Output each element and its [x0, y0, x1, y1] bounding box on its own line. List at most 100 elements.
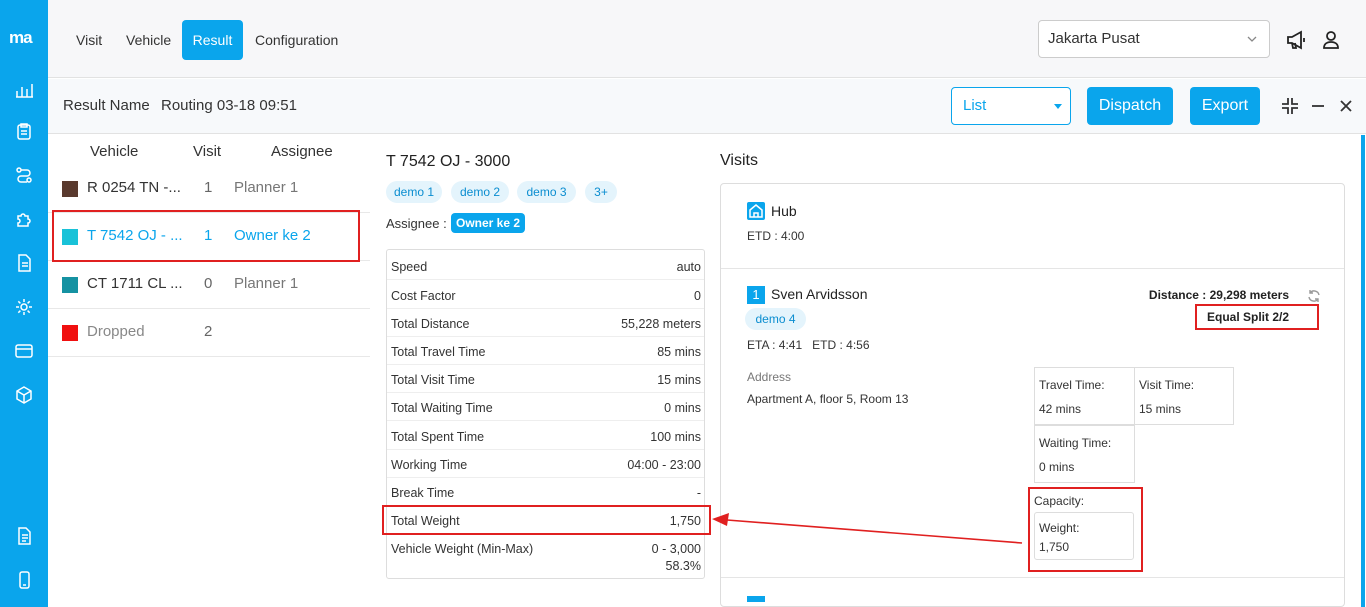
result-name-value: Routing 03-18 09:51 — [161, 97, 297, 114]
vehicle-visit-count: 1 — [204, 179, 213, 196]
stop-eta-etd: ETA : 4:41 ETD : 4:56 — [747, 338, 870, 352]
waiting-time-box: Waiting Time: 0 mins — [1034, 425, 1135, 483]
location-select[interactable]: Jakarta Pusat — [1038, 20, 1270, 58]
card-icon[interactable] — [14, 341, 34, 361]
app-logo[interactable]: ma — [9, 28, 33, 47]
vehicle-row-selected[interactable]: T 7542 OJ - ... 1 Owner ke 2 — [48, 213, 370, 261]
assignee-label: Assignee : — [386, 216, 447, 231]
hub-name: Hub — [771, 203, 797, 219]
stat-value: 100 mins — [650, 430, 701, 444]
clipboard-icon[interactable] — [14, 121, 34, 141]
stat-key: Vehicle Weight (Min-Max) — [391, 542, 534, 556]
stat-key: Cost Factor — [391, 289, 456, 303]
stat-row: Total Visit Time 15 mins — [387, 365, 704, 393]
stat-key: Working Time — [391, 458, 468, 472]
travel-time-value: 42 mins — [1039, 402, 1082, 416]
scrollbar[interactable] — [1361, 135, 1365, 607]
vehicle-assignee: Planner 1 — [234, 275, 299, 292]
stat-value: 1,750 — [669, 514, 701, 528]
stat-row: Total Spent Time 100 mins — [387, 422, 704, 450]
stat-value: auto — [676, 260, 701, 274]
stat-value: 0 - 3,000 — [651, 542, 701, 556]
vehicle-name: R 0254 TN -... — [87, 179, 181, 196]
stat-row-total-weight: Total Weight 1,750 — [387, 506, 704, 534]
waiting-time-value: 0 mins — [1039, 460, 1075, 474]
visit-time-label: Visit Time: — [1139, 378, 1195, 392]
tab-vehicle[interactable]: Vehicle — [126, 32, 172, 48]
stat-value: 55,228 meters — [621, 317, 701, 331]
stat-row: Cost Factor 0 — [387, 281, 704, 309]
col-visit: Visit — [193, 143, 222, 160]
tab-result[interactable]: Result — [182, 20, 243, 60]
stat-key: Total Waiting Time — [391, 401, 493, 415]
top-bar: Visit Vehicle Result Configuration Jakar… — [48, 0, 1366, 78]
dropped-row[interactable]: Dropped 2 — [48, 309, 370, 357]
stat-value: 15 mins — [657, 373, 701, 387]
chart-icon[interactable] — [14, 80, 34, 100]
vehicle-color-swatch — [62, 181, 78, 197]
col-vehicle: Vehicle — [90, 143, 139, 160]
stop-customer-name[interactable]: Sven Arvidsson — [771, 286, 868, 302]
vehicle-visit-count: 2 — [204, 323, 213, 340]
vehicle-visit-count: 1 — [204, 227, 213, 244]
settings-icon[interactable] — [14, 297, 34, 317]
vehicle-name: Dropped — [87, 323, 145, 340]
vehicle-assignee: Owner ke 2 — [234, 227, 311, 244]
collapse-icon[interactable] — [1280, 96, 1300, 116]
export-button[interactable]: Export — [1190, 87, 1260, 125]
result-bar: Result Name Routing 03-18 09:51 List Dis… — [48, 79, 1366, 134]
stop-number: 1 — [747, 286, 765, 304]
caret-down-icon — [1054, 104, 1062, 109]
tag-chip: demo 1 — [386, 181, 442, 203]
location-value: Jakarta Pusat — [1048, 30, 1140, 47]
visits-title: Visits — [720, 152, 758, 169]
stat-value: 85 mins — [657, 345, 701, 359]
hub-icon — [747, 202, 765, 220]
file-text-icon[interactable] — [14, 526, 34, 546]
refresh-icon[interactable] — [1306, 288, 1322, 304]
stop-tag-chip: demo 4 — [745, 308, 806, 330]
vehicle-assignee: Planner 1 — [234, 179, 299, 196]
route-icon[interactable] — [14, 165, 34, 185]
vehicle-row[interactable]: CT 1711 CL ... 0 Planner 1 — [48, 261, 370, 309]
vehicle-row[interactable]: R 0254 TN -... 1 Planner 1 — [48, 165, 370, 213]
dispatch-button[interactable]: Dispatch — [1087, 87, 1173, 125]
app-sidebar: ma — [0, 0, 48, 607]
tag-chip: demo 3 — [517, 181, 576, 203]
document-icon[interactable] — [14, 253, 34, 273]
stat-row: Total Travel Time 85 mins — [387, 337, 704, 365]
tab-configuration[interactable]: Configuration — [255, 32, 339, 48]
weight-value: 1,750 — [1039, 540, 1070, 554]
minimize-icon[interactable] — [1308, 96, 1328, 116]
chevron-down-icon — [1247, 36, 1257, 42]
visits-card: Hub ETD : 4:00 1 Sven Arvidsson demo 4 E… — [720, 183, 1345, 607]
tab-visit[interactable]: Visit — [76, 32, 103, 48]
visits-panel: Visits Hub ETD : 4:00 1 Sven Arvidsson d… — [710, 135, 1366, 607]
vehicle-list: Vehicle Visit Assignee R 0254 TN -... 1 … — [48, 135, 370, 607]
view-select-value: List — [963, 97, 987, 114]
megaphone-icon[interactable] — [1285, 29, 1307, 51]
stat-key: Total Weight — [391, 514, 460, 528]
vehicle-detail-title: T 7542 OJ - 3000 — [386, 153, 511, 170]
stat-row: Total Distance 55,228 meters — [387, 309, 704, 337]
next-stop-marker — [747, 596, 765, 602]
stop-distance: Distance : 29,298 meters — [1148, 288, 1289, 302]
puzzle-icon[interactable] — [14, 209, 34, 229]
stat-key: Total Distance — [391, 317, 470, 331]
address-value: Apartment A, floor 5, Room 13 — [747, 392, 909, 406]
box-icon[interactable] — [14, 385, 34, 405]
stat-key: Total Spent Time — [391, 430, 485, 444]
capacity-label: Capacity: — [1034, 494, 1085, 508]
visit-time-box: Visit Time: 15 mins — [1134, 367, 1234, 425]
stat-row: Total Waiting Time 0 mins — [387, 393, 704, 421]
waiting-time-label: Waiting Time: — [1039, 436, 1112, 450]
phone-icon[interactable] — [14, 570, 34, 590]
user-icon[interactable] — [1320, 29, 1342, 51]
stat-key: Break Time — [391, 486, 455, 500]
divider — [721, 577, 1344, 578]
hub-etd: ETD : 4:00 — [747, 229, 805, 243]
vehicle-name: T 7542 OJ - ... — [87, 227, 183, 244]
view-select[interactable]: List — [951, 87, 1071, 125]
more-tags-chip[interactable]: 3+ — [585, 181, 617, 203]
close-icon[interactable] — [1336, 96, 1356, 116]
